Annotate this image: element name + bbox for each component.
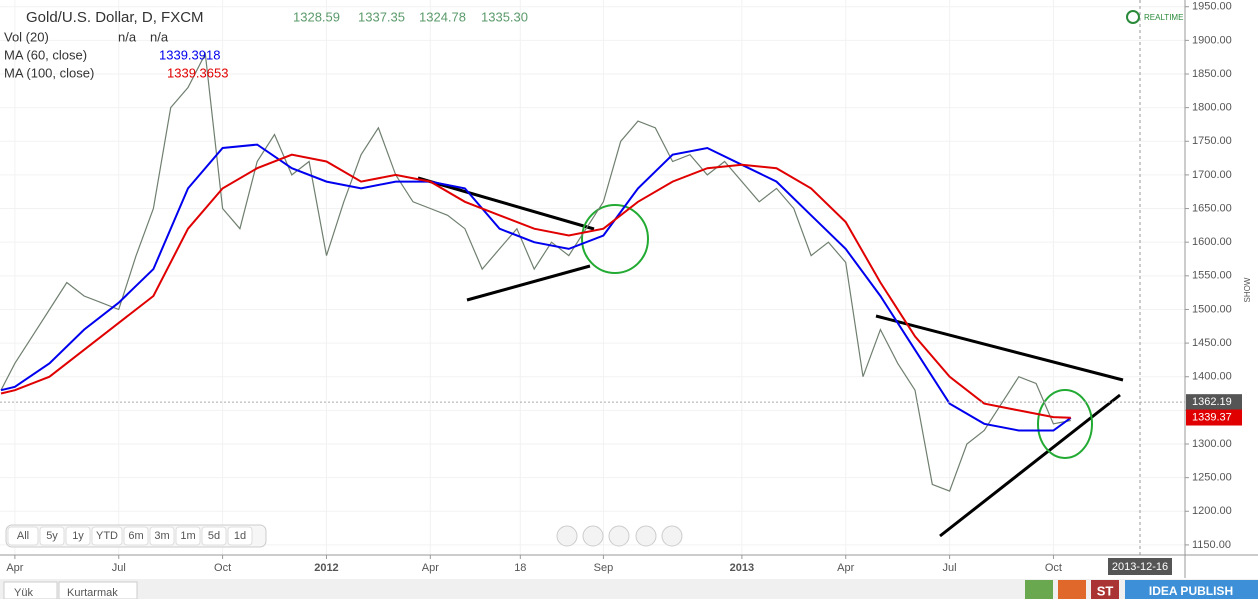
range-label: 5d xyxy=(208,530,220,542)
range-button[interactable] xyxy=(149,526,175,546)
x-tick-label: 2012 xyxy=(314,562,338,574)
ohlc-high: 1337.35 xyxy=(358,9,405,24)
highlight-circle xyxy=(1037,389,1093,459)
tab-label: Yük xyxy=(14,587,33,599)
zoom-out-button[interactable] xyxy=(582,525,604,547)
range-label: 6m xyxy=(128,530,143,542)
y-tick-label: 1450.00 xyxy=(1192,337,1232,349)
price-tag xyxy=(1186,394,1242,411)
y-tick-label: 1650.00 xyxy=(1192,202,1232,214)
y-tick-label: 1600.00 xyxy=(1192,236,1232,248)
realtime-label: REALTIME xyxy=(1144,13,1183,22)
range-label: 1y xyxy=(72,530,84,542)
y-tick-label: 1400.00 xyxy=(1192,371,1232,383)
moving-average-line xyxy=(0,153,1071,419)
range-button[interactable] xyxy=(227,526,253,546)
y-tick-label: 1700.00 xyxy=(1192,169,1232,181)
volume-value: n/a xyxy=(118,29,137,44)
price-tag-label: 1362.19 xyxy=(1192,396,1232,408)
nav-buttons xyxy=(556,525,683,547)
y-tick-label: 1750.00 xyxy=(1192,135,1232,147)
y-tick-label: 1500.00 xyxy=(1192,303,1232,315)
date-marker-label: 2013-12-16 xyxy=(1112,561,1168,573)
date-marker-tag xyxy=(1107,558,1172,575)
trend-line xyxy=(939,393,1121,538)
x-tick-label: Apr xyxy=(6,562,23,574)
price-tag-label: 1339.37 xyxy=(1192,411,1232,423)
moving-average-line xyxy=(0,143,1072,432)
publish-button[interactable] xyxy=(1125,580,1258,599)
x-tick-label: Sep xyxy=(594,562,614,574)
trend-line xyxy=(875,314,1124,382)
publish-label: IDEA PUBLISH xyxy=(1149,584,1233,598)
x-tick-label: Jul xyxy=(943,562,957,574)
price-tag xyxy=(1186,409,1242,426)
y-tick-label: 1800.00 xyxy=(1192,102,1232,114)
x-tick-label: Oct xyxy=(1045,562,1062,574)
price-line xyxy=(0,51,1071,492)
range-buttons: All 5y 1y YTD 6m 3m 1m 5d 1d xyxy=(5,524,267,548)
range-label: YTD xyxy=(96,530,118,542)
grid xyxy=(0,0,1185,555)
share-button[interactable] xyxy=(1025,580,1053,599)
legend-label: MA (100, close) xyxy=(4,65,94,80)
legend-label: MA (60, close) xyxy=(4,47,87,62)
range-label: 1d xyxy=(234,530,246,542)
volume-value: n/a xyxy=(150,29,169,44)
range-button[interactable] xyxy=(201,526,227,546)
legend-value: 1339.3918 xyxy=(159,47,220,62)
zoom-in-button[interactable] xyxy=(635,525,657,547)
x-tick-label: Apr xyxy=(837,562,854,574)
scroll-left-button[interactable] xyxy=(556,525,578,547)
x-tick-label: Jul xyxy=(112,562,126,574)
x-tick-label: Apr xyxy=(422,562,439,574)
x-tick-label: 18 xyxy=(514,562,526,574)
st-label: ST xyxy=(1097,583,1114,598)
y-tick-label: 1250.00 xyxy=(1192,472,1232,484)
scroll-right-button[interactable] xyxy=(661,525,683,547)
ohlc-open: 1328.59 xyxy=(293,9,340,24)
highlight-circle xyxy=(581,204,649,274)
ohlc-low: 1324.78 xyxy=(419,9,466,24)
y-tick-label: 1850.00 xyxy=(1192,68,1232,80)
tab-label: Kurtarmak xyxy=(67,587,118,599)
range-label: All xyxy=(17,530,29,542)
range-button[interactable] xyxy=(175,526,201,546)
x-tick-label: 2013 xyxy=(730,562,754,574)
x-tick-label: Oct xyxy=(214,562,231,574)
range-button[interactable] xyxy=(7,526,39,546)
volume-label: Vol (20) xyxy=(4,29,49,44)
y-tick-label: 1950.00 xyxy=(1192,1,1232,13)
y-tick-label: 1300.00 xyxy=(1192,438,1232,450)
trend-line xyxy=(466,264,591,302)
y-tick-label: 1200.00 xyxy=(1192,505,1232,517)
y-tick-label: 1550.00 xyxy=(1192,270,1232,282)
y-tick-label: 1150.00 xyxy=(1192,539,1231,551)
realtime-icon xyxy=(1126,10,1140,24)
range-label: 1m xyxy=(180,530,195,542)
st-button[interactable] xyxy=(1091,580,1119,599)
range-label: 5y xyxy=(46,530,58,542)
range-label: 3m xyxy=(154,530,169,542)
legend-value: 1339.3653 xyxy=(167,65,228,80)
annotations xyxy=(417,176,1124,538)
range-button[interactable] xyxy=(123,526,149,546)
range-button[interactable] xyxy=(39,526,65,546)
trend-line xyxy=(417,176,595,231)
show-label[interactable]: SHOW xyxy=(1243,277,1252,302)
reset-button[interactable] xyxy=(608,525,630,547)
chart-title: Gold/U.S. Dollar, D, FXCM xyxy=(26,9,204,26)
bottom-bar xyxy=(0,579,1258,599)
y-tick-label: 1900.00 xyxy=(1192,34,1232,46)
twitter-button[interactable] xyxy=(1058,580,1086,599)
range-button[interactable] xyxy=(91,526,123,546)
ohlc-close: 1335.30 xyxy=(481,9,528,24)
range-button[interactable] xyxy=(65,526,91,546)
plot xyxy=(0,0,1185,555)
